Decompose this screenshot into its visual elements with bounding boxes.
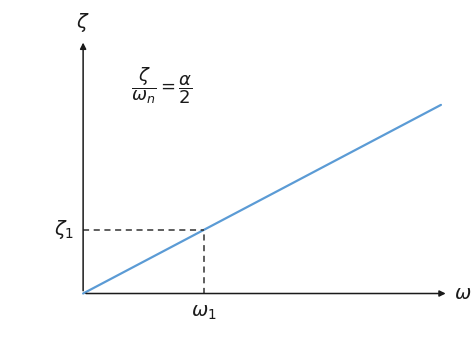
Text: $\omega_1$: $\omega_1$	[191, 303, 217, 322]
Text: $\zeta$: $\zeta$	[76, 11, 90, 34]
Text: $\dfrac{\zeta}{\omega_n} = \dfrac{\alpha}{2}$: $\dfrac{\zeta}{\omega_n} = \dfrac{\alpha…	[131, 65, 192, 106]
Text: $\omega$: $\omega$	[454, 284, 472, 303]
Text: $\zeta_1$: $\zeta_1$	[54, 218, 73, 241]
